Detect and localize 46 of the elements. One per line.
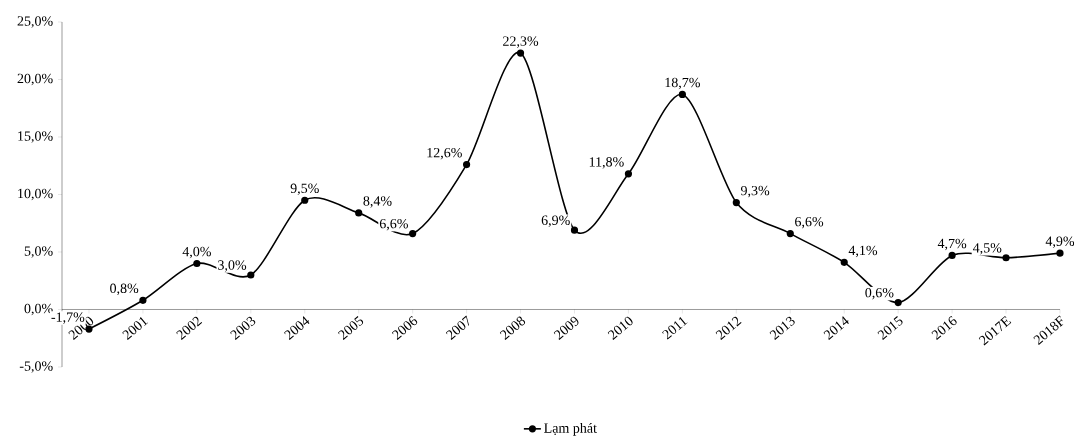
data-label: 11,8% (589, 157, 624, 169)
point (355, 209, 363, 217)
y-tick-label: 5,0% (24, 246, 53, 258)
data-label: 8,4% (363, 196, 392, 208)
data-label: 4,0% (182, 246, 211, 259)
data-label: 9,3% (740, 185, 770, 198)
data-label: 6,9% (541, 215, 570, 227)
data-label: 6,6% (795, 216, 824, 229)
point (948, 251, 956, 260)
y-tick-label: -5,0% (19, 361, 53, 373)
point (516, 49, 525, 57)
legend-label: Lạm phát (544, 422, 597, 436)
point (786, 229, 794, 238)
point (463, 160, 471, 169)
y-tick-label: 15,0% (18, 131, 53, 143)
data-label: 0,6% (865, 287, 894, 300)
point (247, 271, 255, 279)
data-label: 4,5% (972, 243, 1002, 255)
data-label: 4,1% (848, 245, 878, 258)
data-label: 6,6% (379, 218, 408, 231)
data-label: 3,0% (218, 260, 247, 272)
data-label: 18,7% (665, 77, 700, 90)
point (570, 226, 579, 234)
point (678, 90, 686, 99)
point (1002, 254, 1010, 262)
data-label: 4,7% (937, 238, 967, 251)
data-label: 0,8% (110, 283, 139, 296)
y-tick-label: 20,0% (17, 73, 53, 86)
data-label: 12,6% (427, 147, 462, 160)
y-tick-label: 25,0% (17, 16, 53, 28)
x-tick-label: 2011 (662, 316, 688, 340)
point (624, 170, 633, 178)
point (301, 196, 309, 204)
point (409, 229, 417, 238)
data-label: 9,5% (290, 183, 319, 196)
point (732, 198, 740, 207)
y-tick-label: 10,0% (18, 188, 53, 201)
point (894, 298, 902, 307)
y-tick-label: 0,0% (24, 303, 53, 316)
point (840, 258, 848, 266)
point (139, 296, 147, 304)
point (1056, 249, 1064, 257)
x-tick-label: 2001 (122, 316, 149, 340)
data-label: 22,3% (503, 36, 539, 48)
point (193, 259, 201, 268)
data-label: 4,9% (1045, 236, 1074, 248)
